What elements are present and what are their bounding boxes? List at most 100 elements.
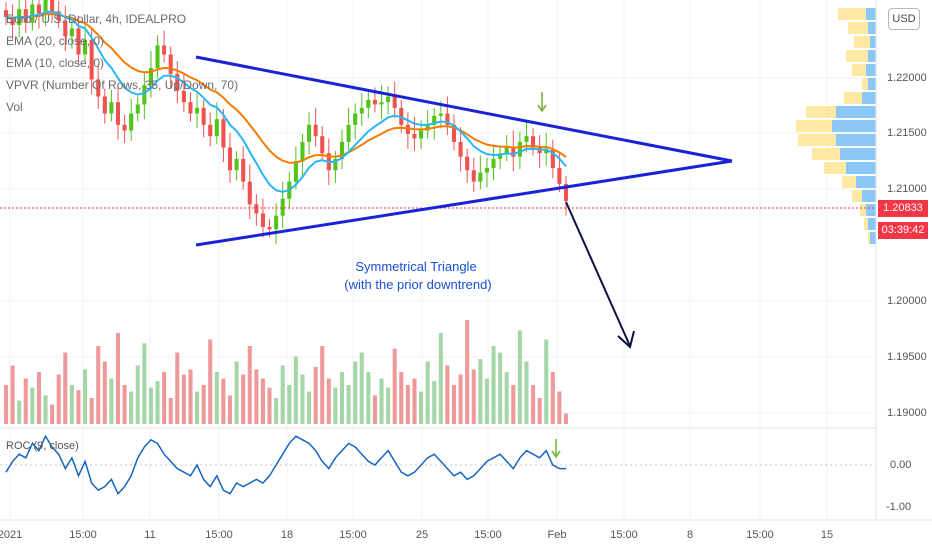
date-tick: 18 [281,529,293,541]
candle-body [458,141,463,157]
volume-bar [23,378,28,424]
candle-body [102,96,107,114]
down-marker-icon [537,92,547,113]
triangle-upper-line[interactable] [195,55,733,163]
candle-body [320,136,325,154]
projection-arrow-line[interactable] [565,201,631,347]
volume-bar [175,352,180,424]
candle-body [56,11,61,21]
volume-bar [484,378,489,424]
candle-body [3,10,9,18]
candle-body [195,107,200,114]
vpvr-row-up [870,232,876,244]
volume-bar [234,361,239,424]
volume-bar [36,372,41,424]
date-tick: 15:00 [205,529,233,541]
candle-body [36,4,41,14]
date-tick: 8 [687,529,693,541]
volume-bar [412,378,417,424]
candle-body [148,68,153,86]
vpvr-legend[interactable]: VPVR (Number Of Rows, 35, Up/Down, 70) [6,78,239,92]
volume-bar [451,385,457,424]
volume-bar [10,365,15,424]
date-tick: 15:00 [746,529,774,541]
candle-body [247,181,252,205]
projection-arrowhead [617,330,635,349]
price-tick: 1.22000 [887,72,927,84]
volume-bar [254,369,259,424]
volume-bar [432,381,437,424]
candle-body [129,113,134,131]
vpvr-row-down [812,148,840,160]
volume-bar [50,404,55,424]
volume-bar [293,356,298,424]
vpvr-row-down [838,8,866,20]
volume-bar [115,333,121,424]
candle-body [274,215,279,230]
volume-bar [392,348,397,424]
vpvr-row-up [868,218,876,230]
ema10-line [5,10,567,193]
vpvr-row-up [836,106,876,118]
vpvr-row-down [862,78,868,90]
candle-body [155,45,160,69]
volume-bar [135,365,140,424]
vpvr-row-up [868,50,876,62]
vpvr-row-up [866,64,876,76]
date-tick: 11 [144,529,155,541]
volume-bar [155,381,160,424]
roc-tick: -1.00 [886,501,911,513]
currency-button[interactable]: USD [888,8,920,30]
candle-body [531,136,536,148]
candle-body [451,124,457,142]
volume-legend[interactable]: Vol [6,100,23,114]
volume-bar [287,385,292,424]
volume-bar [63,352,68,424]
candle-body [241,158,246,182]
candle-body [227,147,233,171]
volume-bar [260,378,265,424]
volume-bar [517,330,522,424]
candle-body [254,204,259,214]
volume-bar [531,385,536,424]
volume-bar [89,398,94,424]
candle-body [43,0,48,14]
volume-bar [201,385,206,424]
symbol-title[interactable]: Euro / U.S. Dollar, 4h, IDEALPRO [6,12,187,26]
volume-bar [221,378,226,424]
volume-bar [359,352,364,424]
volume-bar [372,395,377,424]
volume-bar [129,391,134,424]
ema10-legend[interactable]: EMA (10, close, 0) [6,56,105,70]
volume-bar [366,372,371,424]
vpvr-row-up [846,162,876,174]
candle-body [76,28,81,55]
candle-body [359,107,364,114]
vpvr-row-up [832,120,876,132]
candle-body [412,133,417,139]
candle-body [109,102,114,114]
candle-body [214,119,219,137]
price-tick: 1.19500 [887,351,927,363]
triangle-lower-line[interactable] [195,159,733,247]
volume-bar [43,395,48,424]
vpvr-row-up [836,134,876,146]
volume-bar [280,365,285,424]
candle-body [392,96,397,108]
ema20-legend[interactable]: EMA (20, close, 0) [6,34,105,48]
roc-line [5,434,566,496]
time-axis[interactable]: 2021 15:00 11 15:00 18 15:00 25 15:00 Fe… [0,529,833,541]
candle-body [478,172,483,182]
candle-body [162,45,167,55]
price-axis[interactable]: 1.22000 1.21500 1.21000 1.20000 1.19500 … [886,72,927,513]
volume-bar [346,385,351,424]
candle-body [267,227,272,230]
volume-bar [208,339,213,424]
vpvr-row-up [862,190,876,202]
vpvr-row-up [866,8,876,20]
volume-bar [300,374,305,424]
vpvr-row-up [840,148,876,160]
volume-bar [405,385,410,424]
volume-bar [563,413,569,424]
